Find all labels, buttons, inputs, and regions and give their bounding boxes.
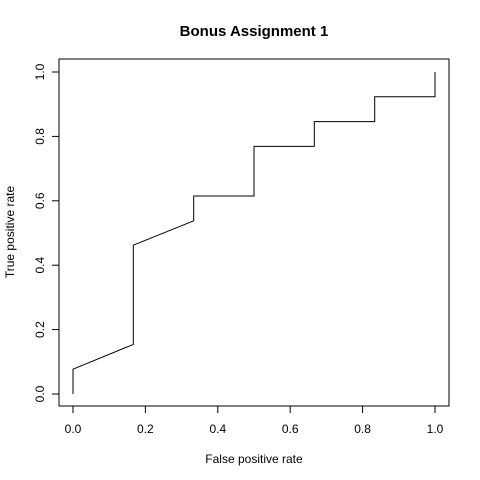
x-tick-label: 1.0: [427, 422, 444, 436]
series-group: [72, 72, 436, 394]
x-tick-label: 0.0: [65, 422, 82, 436]
y-axis: 0.0 0.2 0.4 0.6 0.8 1.0: [33, 63, 60, 402]
x-tick-label: 0.6: [282, 422, 299, 436]
x-axis: 0.0 0.2 0.4 0.6 0.8 1.0: [65, 405, 444, 436]
y-tick-label: 0.0: [33, 385, 47, 402]
y-tick-label: 0.4: [33, 257, 47, 274]
x-tick-label: 0.8: [354, 422, 371, 436]
chart-title: Bonus Assignment 1: [180, 23, 329, 40]
plot-frame: [58, 58, 450, 407]
y-axis-label: True positive rate: [3, 186, 17, 279]
y-tick-label: 0.2: [33, 321, 47, 338]
y-tick-label: 1.0: [33, 63, 47, 80]
x-tick-label: 0.2: [137, 422, 154, 436]
x-tick-label: 0.4: [209, 422, 226, 436]
x-axis-label: False positive rate: [205, 452, 303, 466]
y-tick-label: 0.8: [33, 128, 47, 145]
y-tick-label: 0.6: [33, 192, 47, 209]
roc-curve-line: [72, 72, 436, 394]
